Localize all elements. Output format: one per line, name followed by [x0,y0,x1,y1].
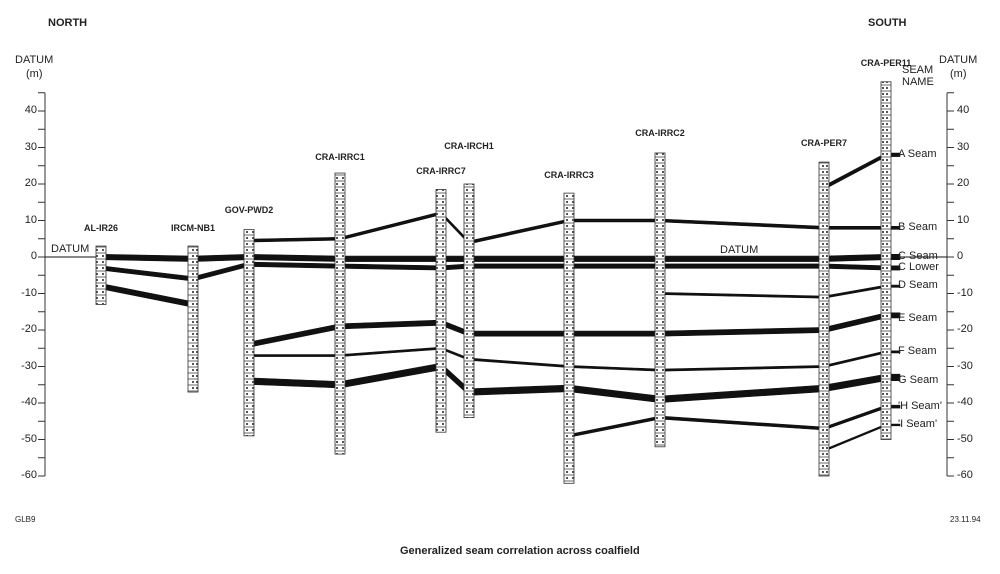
seam-label: C Seam [898,250,938,262]
seam-label: 'I Seam' [898,417,938,430]
figure-id: GLB9 [15,515,36,524]
seam-name-header-2: NAME [902,76,934,88]
borehole-label: AL-IR26 [83,223,118,233]
borehole-label: IRCM-NB1 [171,223,215,233]
borehole-label: CRA-IRRC7 [416,166,466,176]
right-axis-unit: (m) [950,68,967,80]
borehole-column [654,152,666,448]
seam-correlation-b-seam [248,211,901,245]
right-axis-tick-label: 30 [957,140,970,153]
borehole-column [880,81,892,440]
seam-correlation-g-seam [248,362,901,403]
right-axis-tick-label: 0 [957,250,964,262]
borehole-column [435,189,447,433]
north-label: NORTH [48,17,88,29]
left-axis-tick-label: 20 [24,177,37,189]
seam-correlation-c-seam [100,253,901,262]
borehole-label: CRA-IRRC1 [315,152,365,162]
figure-caption: Generalized seam correlation across coal… [400,545,640,557]
left-axis-tick-label: -30 [21,359,37,372]
borehole-column [187,245,199,393]
figure-date: 23.11.94 [950,515,981,524]
right-axis-tick-label: -50 [957,432,973,445]
datum-label-mid: DATUM [720,244,759,256]
right-axis-tick-label: -20 [957,323,973,335]
seam-correlation-e-seam [248,312,901,348]
borehole-column [563,192,575,484]
left-axis-tick-label: 0 [30,250,37,262]
seam-label: 'H Seam' [898,399,942,412]
left-axis-tick-label: 30 [24,140,37,153]
south-label: SOUTH [868,17,907,29]
borehole-label: CRA-IRCH1 [444,141,494,151]
left-axis-unit: (m) [26,68,43,80]
right-axis-tick-label: -30 [957,359,973,372]
left-axis-tick-label: -10 [21,286,37,299]
left-axis-title: DATUM [15,54,54,66]
borehole-column [334,172,346,455]
right-axis-tick-label: 40 [957,104,970,116]
seam-label: D Seam [898,279,938,292]
right-axis-title: DATUM [939,54,978,66]
borehole-column [243,229,255,437]
seam-label: F Seam [898,344,937,357]
seam-label: G Seam [898,374,939,387]
seam-correlation-d-seam [659,284,901,299]
seam-label: B Seam [898,220,938,233]
borehole-column [818,161,830,477]
seam-label: C Lower [898,260,939,273]
seam-name-header: SEAM [902,64,934,76]
borehole-label: CRA-IRRC2 [635,128,685,138]
left-axis-tick-label: 10 [24,213,37,226]
seam-label: E Seam [898,312,938,325]
borehole-column [463,183,475,419]
borehole-label: GOV-PWD2 [224,205,274,215]
borehole-column [95,245,107,305]
left-axis-tick-label: -20 [21,323,37,335]
borehole-label: CRA-IRRC3 [544,170,594,180]
seam-label: A Seam [898,147,937,160]
right-axis-tick-label: -60 [957,469,973,481]
right-axis-tick-label: 20 [957,177,970,189]
left-axis-tick-label: -60 [21,469,37,481]
left-axis-tick-label: 40 [24,104,37,116]
seam-correlation-lower-unnamed [100,283,194,308]
seam-correlation-h-seam [568,404,901,438]
right-axis-tick-label: -40 [957,396,973,408]
datum-label-left: DATUM [51,243,90,255]
right-axis-tick-label: 10 [957,213,970,226]
borehole-label: CRA-PER7 [800,138,847,148]
seam-correlation-f-seam [248,346,901,372]
seam-correlation-c-lower [100,261,901,282]
borehole-label: CRA-PER11 [860,58,912,68]
right-axis-tick-label: -10 [957,286,973,299]
left-axis-tick-label: -40 [21,396,37,408]
left-axis-tick-label: -50 [21,432,37,445]
